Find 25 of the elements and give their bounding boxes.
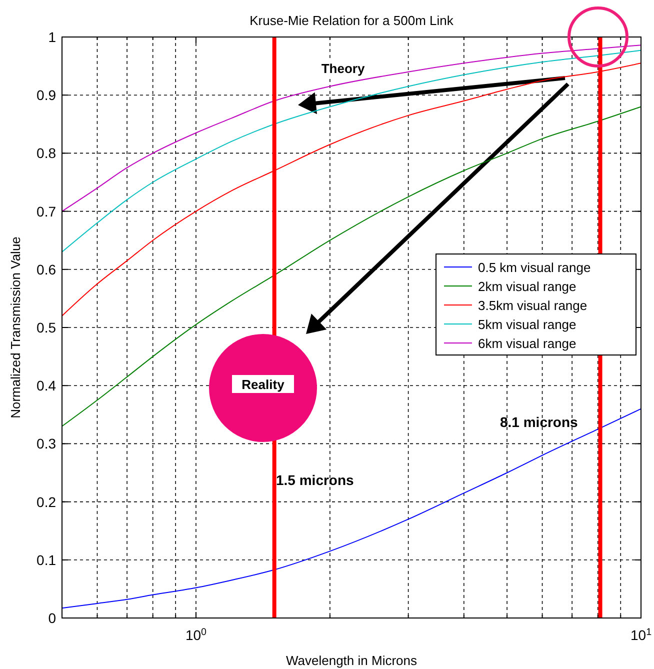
y-tick-label: 0.8 [36,145,56,162]
y-tick-label: 1 [48,29,56,45]
annotation: Theory [321,61,366,76]
x-axis-title: Wavelength in Microns [286,653,418,668]
y-tick-label: 0.4 [36,378,56,394]
ref-line-label: 8.1 microns [500,414,578,430]
legend-label: 2km visual range [478,279,576,294]
x-tick-label: 10$^{0}$ [185,626,208,643]
y-tick-label: 0.2 [36,494,56,510]
chart-title: Kruse-Mie Relation for a 500m Link [250,13,454,28]
y-tick-label: 0.7 [36,203,56,220]
legend-label: 5km visual range [478,317,576,332]
ref-line-label: 1.5 microns [276,472,354,488]
annotation: Reality [242,377,286,392]
legend-label: 0.5 km visual range [478,260,591,275]
y-tick-label: 0.9 [36,87,56,104]
y-tick-label: 0.1 [36,552,56,568]
y-tick-label: 0.3 [36,436,56,452]
y-tick-label: 0 [48,610,56,626]
legend-label: 3.5km visual range [478,298,588,313]
y-tick-label: 0.6 [36,261,56,278]
legend-label: 6km visual range [478,336,576,351]
x-tick-label: 10$^{1}$ [630,626,652,643]
y-axis-title: Normalized Transmission Value [8,236,23,418]
y-tick-label: 0.5 [36,320,56,336]
